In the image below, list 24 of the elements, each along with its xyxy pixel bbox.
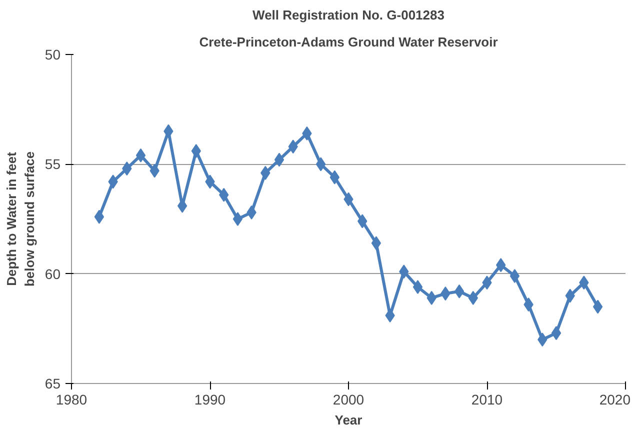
x-axis-title: Year <box>334 412 362 428</box>
point <box>232 212 243 226</box>
point <box>316 157 326 172</box>
point <box>592 300 603 314</box>
y-tick-label: 55 <box>44 156 61 172</box>
x-tick-label: 1980 <box>56 392 88 408</box>
x-tick-label: 2010 <box>471 392 503 408</box>
y-tick-label: 50 <box>44 46 61 62</box>
point <box>136 148 146 162</box>
x-tick-label: 2020 <box>599 392 631 408</box>
y-tick-label: 60 <box>44 266 61 282</box>
chart-title: Well Registration No. G-001283 <box>252 8 444 22</box>
y-tick-label: 65 <box>44 376 61 392</box>
x-tick-label: 1990 <box>194 392 226 408</box>
point <box>412 280 423 294</box>
point <box>94 210 104 224</box>
chart-subtitle: Crete-Princeton-Adams Ground Water Reservoir <box>199 34 498 50</box>
point <box>454 284 464 298</box>
y-axis-title: Depth to Water in feet below ground surface <box>4 151 37 287</box>
x-tick-label: 2000 <box>332 392 364 408</box>
point <box>551 326 562 340</box>
point <box>371 236 382 250</box>
point <box>510 269 520 284</box>
point <box>274 152 284 167</box>
